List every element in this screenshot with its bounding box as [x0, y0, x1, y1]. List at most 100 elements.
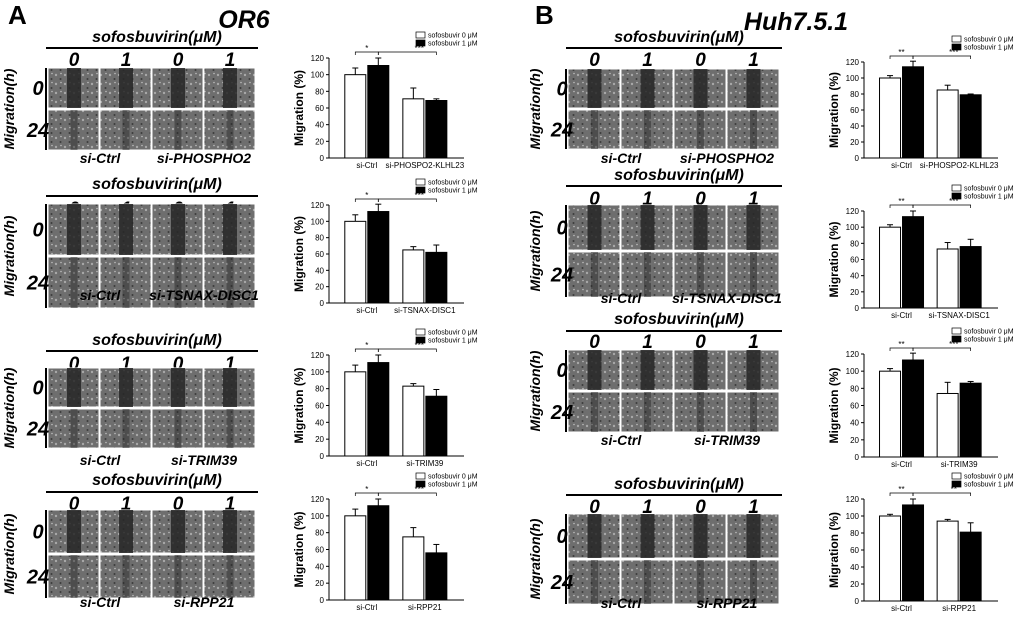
- bar: [936, 392, 959, 458]
- bar: [344, 515, 367, 601]
- migration-label: Migration(h): [527, 350, 543, 431]
- bar: [344, 371, 367, 457]
- legend-swatch: [415, 39, 426, 47]
- dose-label: 1: [225, 494, 236, 515]
- y-tick-label: 0: [320, 299, 325, 308]
- y-tick-label: 60: [315, 546, 324, 555]
- micrograph-image: [47, 256, 100, 309]
- y-tick-label: 80: [850, 384, 859, 393]
- wound-gap: [171, 68, 185, 108]
- group-label: si-RPP21: [174, 594, 235, 610]
- legend-label: sofosbuvir 1 μM: [964, 337, 1014, 344]
- y-tick-label: 60: [850, 402, 859, 411]
- legend-label: sofosbuvir 1 μM: [428, 188, 478, 195]
- wound-gap: [171, 368, 185, 407]
- x-tick-label: si-TSNAX-DISC1: [394, 306, 456, 315]
- wound-gap: [226, 409, 234, 448]
- panel-title: OR6: [218, 6, 271, 34]
- y-tick-label: 40: [850, 419, 859, 428]
- x-tick-label: si-TRIM39: [941, 460, 978, 469]
- y-tick-label: 0: [855, 453, 860, 462]
- legend-swatch: [951, 472, 962, 480]
- micrograph-image: [99, 408, 152, 449]
- sofosbuvir-label: sofosbuvirin(μM): [92, 29, 222, 46]
- wound-gap: [174, 555, 182, 598]
- y-tick-label: 20: [315, 435, 324, 444]
- micrograph-image: [151, 256, 204, 309]
- time-label: 24: [550, 265, 573, 287]
- time-label: 0: [32, 78, 43, 100]
- legend-swatch: [951, 192, 962, 200]
- y-tick-label: 0: [855, 154, 860, 163]
- significance-label: *: [365, 485, 368, 494]
- time-label: 0: [32, 378, 43, 400]
- dose-label: 0: [695, 189, 706, 210]
- y-tick-label: 80: [315, 529, 324, 538]
- legend-label: sofosbuvir 1 μM: [964, 45, 1014, 52]
- group-label: si-TSNAX-DISC1: [149, 287, 259, 303]
- significance-bracket: [912, 347, 971, 351]
- legend-label: sofosbuvir 0 μM: [964, 474, 1014, 481]
- bar: [425, 552, 448, 601]
- wound-gap: [644, 392, 651, 432]
- legend-label: sofosbuvir 1 μM: [964, 194, 1014, 201]
- bar-chart: 0 20 40 60 80 100 120 Migration (%) si-Ctrl si-TR…: [827, 327, 1014, 469]
- group-label: si-Ctrl: [601, 150, 643, 166]
- wound-gap: [746, 69, 761, 108]
- sofosbuvir-label: sofosbuvirin(μM): [92, 332, 222, 349]
- dose-label: 0: [695, 497, 706, 518]
- bar: [425, 251, 448, 304]
- wound-gap: [644, 110, 651, 149]
- y-tick-label: 60: [850, 256, 859, 265]
- bar-chart: 0 20 40 60 80 100 120 Migration (%) si-Ctrl si-RP…: [827, 472, 1014, 613]
- wound-gap: [223, 510, 237, 553]
- wound-gap: [746, 350, 761, 390]
- micrograph-image: [726, 251, 780, 298]
- time-label: 24: [550, 572, 573, 594]
- y-tick-label: 20: [315, 579, 324, 588]
- legend-swatch: [951, 43, 962, 51]
- dose-label: 1: [642, 50, 653, 71]
- group-label: si-Ctrl: [601, 432, 643, 448]
- dose-label: 1: [121, 354, 132, 375]
- y-tick-label: 120: [846, 350, 860, 359]
- y-tick-label: 100: [846, 223, 860, 232]
- sofosbuvir-label: sofosbuvirin(μM): [614, 476, 744, 493]
- dose-label: 1: [642, 189, 653, 210]
- y-tick-label: 100: [311, 368, 325, 377]
- wound-gap: [750, 392, 757, 432]
- migration-label: Migration(h): [1, 68, 17, 149]
- y-tick-label: 0: [855, 304, 860, 313]
- bar: [959, 382, 982, 458]
- dose-label: 0: [69, 494, 80, 515]
- wound-gap: [119, 368, 133, 407]
- micrograph-image: [620, 109, 674, 150]
- wound-gap: [122, 257, 130, 308]
- bar: [344, 220, 367, 304]
- panel-title: Huh7.5.1: [744, 8, 848, 36]
- sofosbuvir-label: sofosbuvirin(μM): [614, 29, 744, 46]
- bar: [402, 536, 425, 601]
- wound-gap: [67, 68, 81, 108]
- dose-label: 0: [589, 189, 600, 210]
- bar: [879, 515, 902, 602]
- micrograph-image: [567, 251, 621, 298]
- wound-gap: [226, 110, 234, 150]
- significance-bracket: [377, 198, 437, 202]
- wound-gap: [644, 560, 651, 604]
- time-label: 24: [26, 120, 49, 142]
- micrograph-row: sofosbuvirin(μM) 0 1 0 1 0 24 Migration(h) si-Ct…: [527, 167, 782, 306]
- wound-gap: [119, 204, 133, 255]
- y-tick-label: 20: [315, 283, 324, 292]
- micrograph-image: [47, 554, 100, 599]
- legend-label: sofosbuvir 0 μM: [964, 186, 1014, 193]
- micrograph-image: [673, 391, 727, 433]
- micrograph-image: [99, 109, 152, 151]
- wound-gap: [746, 205, 761, 250]
- dose-label: 1: [225, 50, 236, 71]
- wound-gap: [171, 204, 185, 255]
- wound-gap: [223, 204, 237, 255]
- wound-gap: [174, 257, 182, 308]
- y-tick-label: 20: [850, 288, 859, 297]
- wound-gap: [640, 205, 655, 250]
